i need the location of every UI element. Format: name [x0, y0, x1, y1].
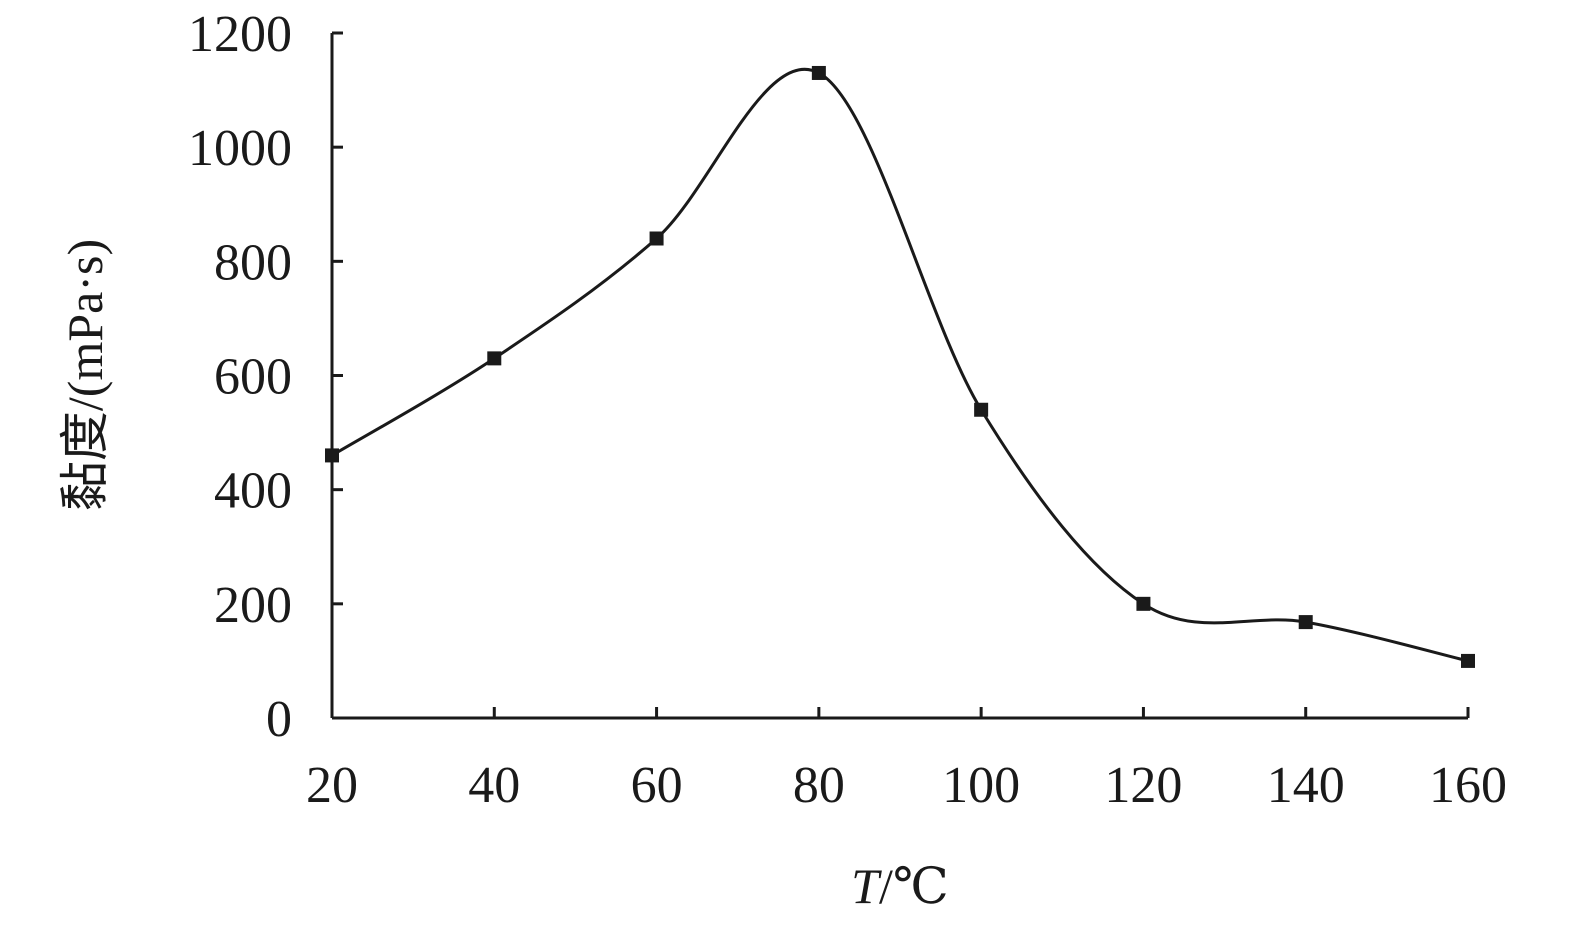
x-tick-label: 120: [1104, 757, 1182, 814]
x-tick-label: 160: [1429, 757, 1507, 814]
data-point-marker: [325, 448, 339, 463]
x-axis-title-unit: /℃: [879, 858, 949, 914]
x-tick-label: 80: [793, 757, 845, 814]
data-point-marker: [1136, 596, 1151, 611]
y-tick-label: 0: [266, 691, 292, 748]
data-point-marker: [974, 402, 989, 417]
x-axis-title: T/℃: [851, 858, 949, 914]
x-tick-label: 140: [1267, 757, 1345, 814]
y-tick-label: 1200: [188, 6, 292, 63]
series-line: [331, 68, 1469, 663]
data-point-marker: [487, 351, 502, 366]
y-tick-label: 1000: [188, 120, 292, 177]
y-axis-title: 黏度/(mPa·s): [57, 239, 113, 511]
y-tick-label: 800: [214, 234, 292, 291]
y-ticks: 0 200 400 600 800 1000 1200: [188, 6, 343, 748]
y-tick-label: 400: [214, 463, 292, 520]
data-point-marker: [1298, 615, 1313, 630]
axes: [330, 33, 1468, 720]
data-point-marker: [649, 231, 664, 246]
series-markers: [325, 65, 1475, 668]
x-tick-label: 20: [306, 757, 358, 814]
x-tick-label: 100: [942, 757, 1020, 814]
x-tick-label: 60: [631, 757, 683, 814]
x-tick-label: 40: [468, 757, 520, 814]
x-ticks: 20 40 60 80 100 120 140 160: [306, 707, 1507, 814]
data-point-marker: [811, 65, 826, 80]
y-tick-label: 200: [214, 577, 292, 634]
y-tick-label: 600: [214, 349, 292, 406]
data-point-marker: [1461, 653, 1475, 668]
x-axis-title-variable: T: [851, 858, 882, 914]
